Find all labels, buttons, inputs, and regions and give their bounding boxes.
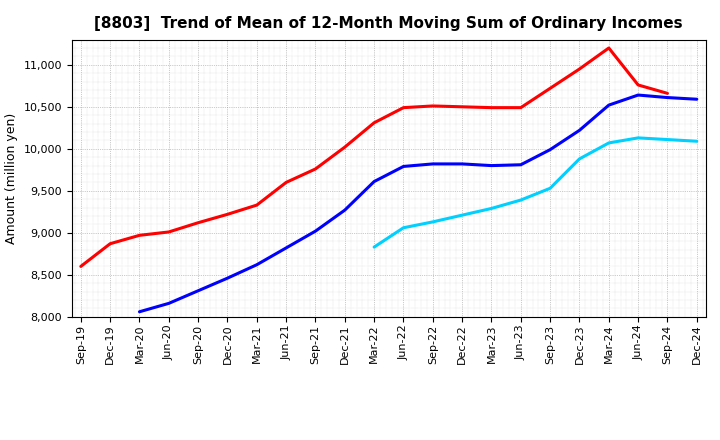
5 Years (135, 309, 144, 315)
3 Years (76, 264, 85, 269)
7 Years (399, 225, 408, 231)
3 Years (194, 220, 202, 225)
3 Years (458, 104, 467, 110)
3 Years (370, 120, 379, 125)
3 Years (106, 241, 114, 246)
Title: [8803]  Trend of Mean of 12-Month Moving Sum of Ordinary Incomes: [8803] Trend of Mean of 12-Month Moving … (94, 16, 683, 32)
5 Years (311, 228, 320, 234)
3 Years (311, 166, 320, 172)
7 Years (663, 137, 672, 142)
3 Years (546, 86, 554, 91)
3 Years (341, 144, 349, 150)
3 Years (634, 82, 642, 88)
3 Years (135, 233, 144, 238)
5 Years (634, 92, 642, 98)
7 Years (546, 186, 554, 191)
3 Years (516, 105, 525, 110)
5 Years (693, 97, 701, 102)
3 Years (663, 91, 672, 96)
7 Years (516, 198, 525, 203)
3 Years (399, 105, 408, 110)
5 Years (458, 161, 467, 167)
7 Years (575, 156, 584, 161)
7 Years (428, 219, 437, 224)
Y-axis label: Amount (million yen): Amount (million yen) (5, 113, 18, 244)
5 Years (370, 179, 379, 184)
5 Years (223, 275, 232, 281)
3 Years (164, 229, 173, 235)
5 Years (575, 128, 584, 133)
5 Years (164, 301, 173, 306)
3 Years (487, 105, 496, 110)
3 Years (575, 66, 584, 72)
5 Years (428, 161, 437, 167)
7 Years (634, 135, 642, 140)
Line: 7 Years: 7 Years (374, 138, 697, 247)
5 Years (516, 162, 525, 167)
3 Years (282, 180, 290, 185)
5 Years (341, 208, 349, 213)
7 Years (693, 139, 701, 144)
5 Years (282, 245, 290, 250)
7 Years (605, 140, 613, 146)
7 Years (458, 213, 467, 218)
3 Years (428, 103, 437, 109)
3 Years (605, 45, 613, 51)
5 Years (663, 95, 672, 100)
5 Years (253, 262, 261, 268)
7 Years (487, 206, 496, 211)
5 Years (399, 164, 408, 169)
5 Years (605, 103, 613, 108)
5 Years (487, 163, 496, 168)
5 Years (546, 147, 554, 152)
Line: 5 Years: 5 Years (140, 95, 697, 312)
3 Years (223, 212, 232, 217)
Line: 3 Years: 3 Years (81, 48, 667, 266)
5 Years (194, 288, 202, 293)
7 Years (370, 245, 379, 250)
3 Years (253, 202, 261, 208)
